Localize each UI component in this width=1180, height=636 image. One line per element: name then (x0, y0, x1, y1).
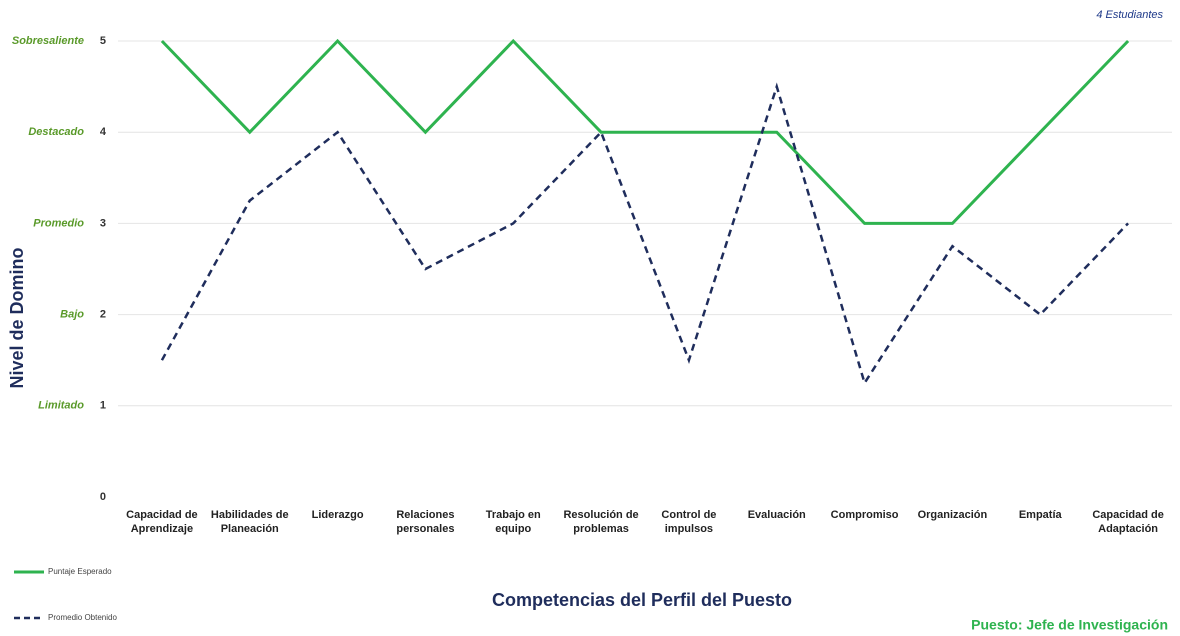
x-tick-label: Relaciones personales (396, 509, 455, 535)
x-tick-label: Resolución de problemas (563, 509, 639, 535)
subtitle: 4 Estudiantes (1096, 9, 1163, 21)
y-tick-label: 1 (100, 400, 106, 412)
legend-label: Puntaje Esperado (48, 567, 112, 576)
level-label: Bajo (60, 309, 84, 321)
x-tick-label: Control de impulsos (661, 509, 717, 535)
level-label: Sobresaliente (12, 35, 84, 47)
y-axis-title: Nivel de Domino (7, 247, 27, 388)
x-tick-label: Trabajo en equipo (485, 509, 541, 535)
y-tick-label: 3 (100, 217, 106, 229)
y-tick-label: 4 (100, 126, 107, 138)
y-tick-label: 5 (100, 35, 106, 47)
x-tick-label: Liderazgo (311, 509, 364, 521)
level-label: Promedio (33, 217, 84, 229)
footnote: Puesto: Jefe de Investigación (971, 617, 1168, 633)
x-tick-label: Capacidad de Adaptación (1092, 509, 1164, 535)
series-line (160, 38, 1130, 225)
y-tick-label: 2 (100, 309, 106, 321)
x-tick-label: Evaluación (747, 509, 806, 521)
level-label: Limitado (38, 400, 84, 412)
y-tick-label: 0 (100, 491, 106, 503)
level-label: Destacado (28, 126, 84, 138)
x-tick-label: Empatía (1018, 509, 1062, 521)
x-tick-label: Organización (917, 509, 988, 521)
legend-label: Promedio Obtenido (48, 613, 117, 622)
x-axis-title: Competencias del Perfil del Puesto (492, 590, 792, 610)
x-tick-label: Capacidad de Aprendizaje (126, 509, 198, 535)
x-tick-label: Habilidades de Planeación (210, 509, 289, 535)
x-tick-label: Compromiso (830, 509, 899, 521)
